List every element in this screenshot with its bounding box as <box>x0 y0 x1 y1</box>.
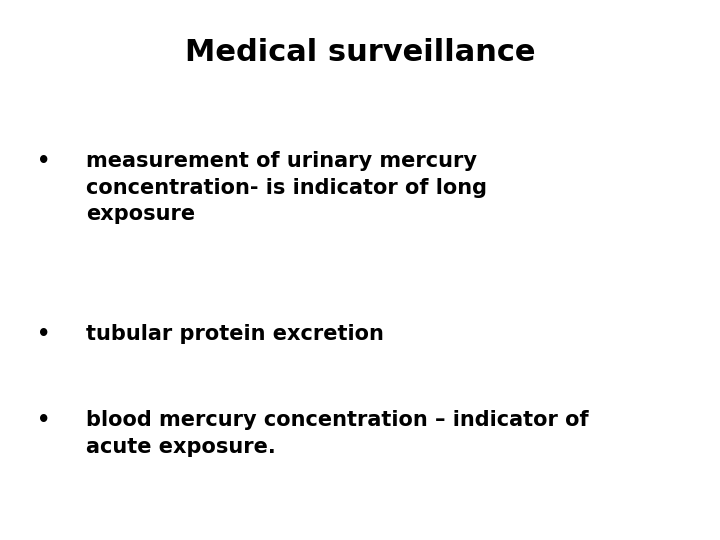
Text: tubular protein excretion: tubular protein excretion <box>86 324 384 344</box>
Text: blood mercury concentration – indicator of
acute exposure.: blood mercury concentration – indicator … <box>86 410 589 457</box>
Text: •: • <box>37 151 50 171</box>
Text: •: • <box>37 410 50 430</box>
Text: measurement of urinary mercury
concentration- is indicator of long
exposure: measurement of urinary mercury concentra… <box>86 151 487 224</box>
Text: •: • <box>37 324 50 344</box>
Text: Medical surveillance: Medical surveillance <box>185 38 535 67</box>
